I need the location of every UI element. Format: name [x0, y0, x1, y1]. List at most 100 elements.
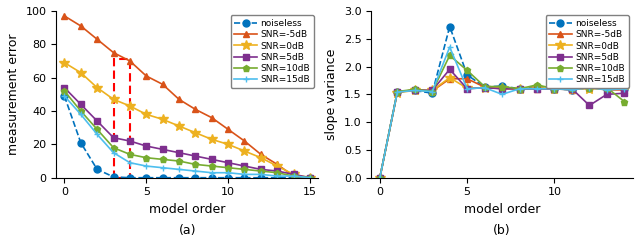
Line: SNR=15dB: SNR=15dB	[61, 92, 314, 181]
SNR=15dB	[61, 94, 68, 98]
noiseless	[446, 25, 454, 28]
SNR=15dB	[208, 171, 216, 174]
noiseless	[499, 84, 506, 87]
SNR=-5dB	[241, 140, 248, 143]
SNR=0dB	[411, 89, 419, 92]
noiseless	[306, 176, 314, 179]
Line: SNR=15dB: SNR=15dB	[376, 44, 628, 181]
SNR=5dB	[481, 86, 488, 89]
SNR=10dB	[550, 87, 558, 90]
SNR=-5dB	[175, 98, 183, 101]
SNR=5dB	[568, 87, 576, 90]
SNR=-5dB	[446, 77, 454, 80]
SNR=-5dB	[306, 176, 314, 179]
SNR=0dB	[463, 87, 471, 90]
SNR=-5dB	[159, 83, 166, 86]
SNR=10dB	[621, 100, 628, 103]
noiseless	[463, 73, 471, 76]
SNR=15dB	[376, 176, 384, 179]
SNR=10dB	[61, 89, 68, 92]
SNR=5dB	[61, 86, 68, 89]
X-axis label: model order: model order	[464, 203, 540, 216]
SNR=15dB	[306, 176, 314, 179]
noiseless	[143, 176, 150, 179]
SNR=5dB	[159, 148, 166, 151]
noiseless	[109, 175, 117, 178]
Text: (a): (a)	[179, 225, 196, 237]
SNR=10dB	[224, 166, 232, 169]
noiseless	[175, 176, 183, 179]
noiseless	[77, 141, 84, 144]
SNR=15dB	[93, 133, 101, 136]
noiseless	[516, 87, 524, 90]
SNR=5dB	[175, 151, 183, 154]
SNR=15dB	[191, 170, 199, 173]
noiseless	[224, 176, 232, 179]
SNR=10dB	[394, 90, 401, 93]
Line: SNR=5dB: SNR=5dB	[376, 66, 628, 181]
Line: SNR=0dB: SNR=0dB	[375, 73, 629, 183]
Line: SNR=10dB: SNR=10dB	[376, 52, 628, 181]
SNR=15dB	[603, 88, 611, 91]
SNR=15dB	[568, 88, 576, 91]
SNR=-5dB	[290, 175, 298, 178]
SNR=0dB	[499, 86, 506, 89]
SNR=0dB	[257, 156, 265, 159]
SNR=5dB	[77, 103, 84, 106]
SNR=10dB	[175, 160, 183, 163]
SNR=15dB	[411, 89, 419, 92]
SNR=0dB	[621, 87, 628, 90]
SNR=0dB	[306, 176, 314, 179]
SNR=-5dB	[208, 116, 216, 119]
Line: noiseless: noiseless	[61, 92, 314, 181]
SNR=5dB	[208, 158, 216, 161]
noiseless	[61, 94, 68, 98]
SNR=-5dB	[568, 88, 576, 91]
SNR=-5dB	[273, 163, 281, 166]
SNR=10dB	[586, 87, 593, 90]
SNR=5dB	[394, 91, 401, 94]
SNR=15dB	[394, 91, 401, 94]
SNR=5dB	[126, 140, 134, 143]
SNR=5dB	[241, 165, 248, 168]
SNR=5dB	[499, 87, 506, 90]
noiseless	[533, 85, 541, 88]
SNR=10dB	[126, 153, 134, 156]
SNR=15dB	[273, 175, 281, 178]
SNR=5dB	[533, 87, 541, 90]
SNR=0dB	[481, 86, 488, 89]
SNR=-5dB	[516, 87, 524, 90]
noiseless	[568, 88, 576, 91]
Line: SNR=5dB: SNR=5dB	[61, 84, 314, 181]
SNR=5dB	[621, 92, 628, 95]
SNR=-5dB	[586, 86, 593, 89]
SNR=10dB	[77, 110, 84, 113]
SNR=0dB	[191, 131, 199, 134]
SNR=15dB	[77, 113, 84, 116]
noiseless	[126, 176, 134, 179]
SNR=-5dB	[603, 88, 611, 91]
SNR=-5dB	[126, 59, 134, 62]
SNR=0dB	[550, 87, 558, 90]
SNR=10dB	[109, 146, 117, 149]
SNR=0dB	[224, 143, 232, 146]
SNR=15dB	[159, 166, 166, 169]
SNR=15dB	[241, 173, 248, 176]
noiseless	[621, 87, 628, 90]
SNR=-5dB	[61, 14, 68, 17]
SNR=-5dB	[376, 176, 384, 179]
SNR=15dB	[175, 168, 183, 171]
SNR=10dB	[93, 128, 101, 131]
SNR=10dB	[533, 83, 541, 86]
SNR=15dB	[550, 87, 558, 90]
SNR=5dB	[428, 89, 436, 92]
SNR=10dB	[568, 86, 576, 89]
SNR=15dB	[463, 87, 471, 90]
SNR=15dB	[446, 46, 454, 49]
Text: (b): (b)	[493, 225, 511, 237]
SNR=-5dB	[109, 51, 117, 54]
SNR=0dB	[376, 176, 384, 179]
SNR=15dB	[621, 87, 628, 90]
SNR=5dB	[603, 93, 611, 96]
SNR=5dB	[191, 154, 199, 158]
